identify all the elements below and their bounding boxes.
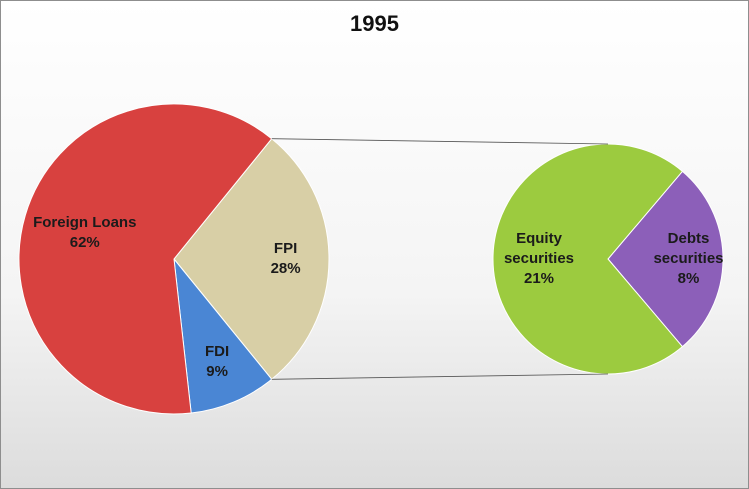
connector-line [271, 138, 609, 145]
value-label: 9% [206, 362, 228, 380]
pie-slice [492, 143, 684, 375]
value-label: 21% [523, 270, 555, 287]
value-label: 28% [270, 260, 301, 277]
category-label: Debts securities [653, 230, 724, 267]
value-label: 8% [677, 270, 700, 287]
chart-title: 1995 [350, 11, 399, 36]
slice-label: Foreign Loans 62% [22, 213, 147, 253]
slice-label: Debts securities 8% [646, 229, 731, 289]
slice-label: FDI 9% [155, 342, 280, 382]
value-label: 62% [69, 233, 100, 251]
pie-slice [173, 257, 273, 414]
category-label: Foreign Loans [33, 213, 137, 231]
category-label: FDI [205, 342, 230, 360]
pie-slice [18, 103, 273, 415]
category-label: Equity securities [503, 230, 575, 267]
slice-label: Equity securities 21% [497, 229, 582, 289]
category-label: FPI [273, 240, 298, 257]
connector-line [271, 373, 609, 380]
pie-slice [173, 137, 330, 381]
pie-slice [607, 170, 724, 348]
slice-label: FPI 28% [223, 239, 348, 279]
